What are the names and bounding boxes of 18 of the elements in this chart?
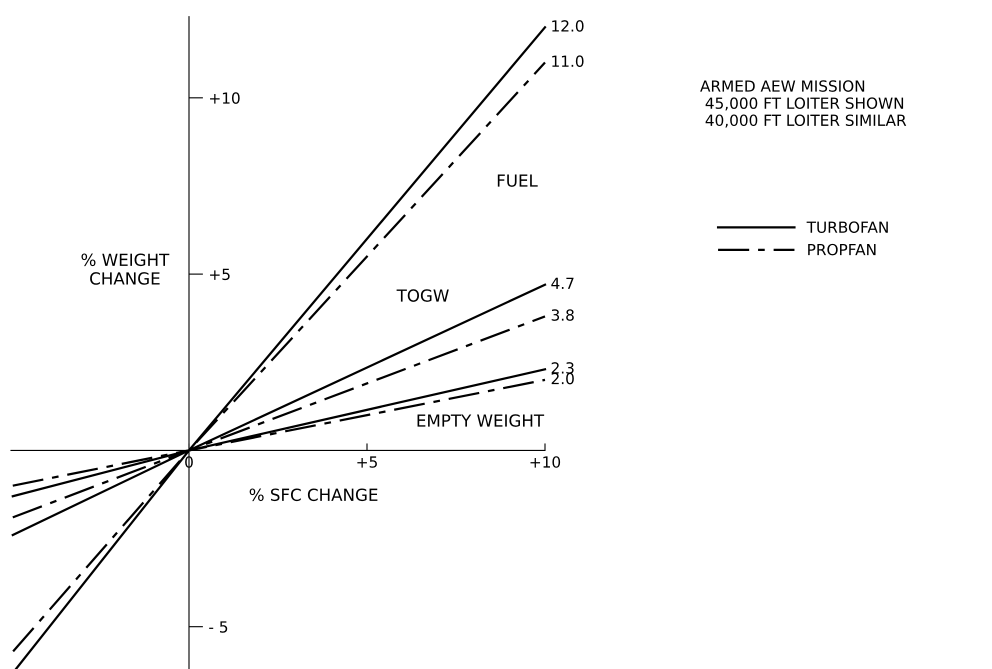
data-label: 11.0 [552, 55, 584, 67]
text: ARMED AEW MISSION 45,000 FT LOITER SHOWN 40,000 FT LOITER SIMILAR [700, 80, 906, 128]
y-tick-label: +5 [210, 268, 230, 280]
data-label: 3.8 [552, 309, 574, 321]
annotation: FUEL [498, 174, 538, 187]
y-tick-label: +10 [210, 92, 240, 104]
data-label: 2.3 [552, 362, 574, 374]
annotation: TOGW [396, 289, 449, 302]
y-axis-title: % WEIGHT CHANGE [81, 253, 170, 285]
annotation: EMPTY WEIGHT [418, 414, 544, 427]
legend-label: PROPFAN [808, 244, 876, 256]
data-label: 12.0 [552, 20, 584, 32]
x-axis-title: % SFC CHANGE [250, 488, 378, 502]
x-tick-label: +10 [530, 456, 560, 468]
data-label: 4.7 [551, 278, 574, 289]
y-tick-label: - 5 [209, 621, 228, 633]
x-tick-label: +5 [357, 456, 377, 468]
legend-label: TURBOFAN [806, 221, 888, 233]
